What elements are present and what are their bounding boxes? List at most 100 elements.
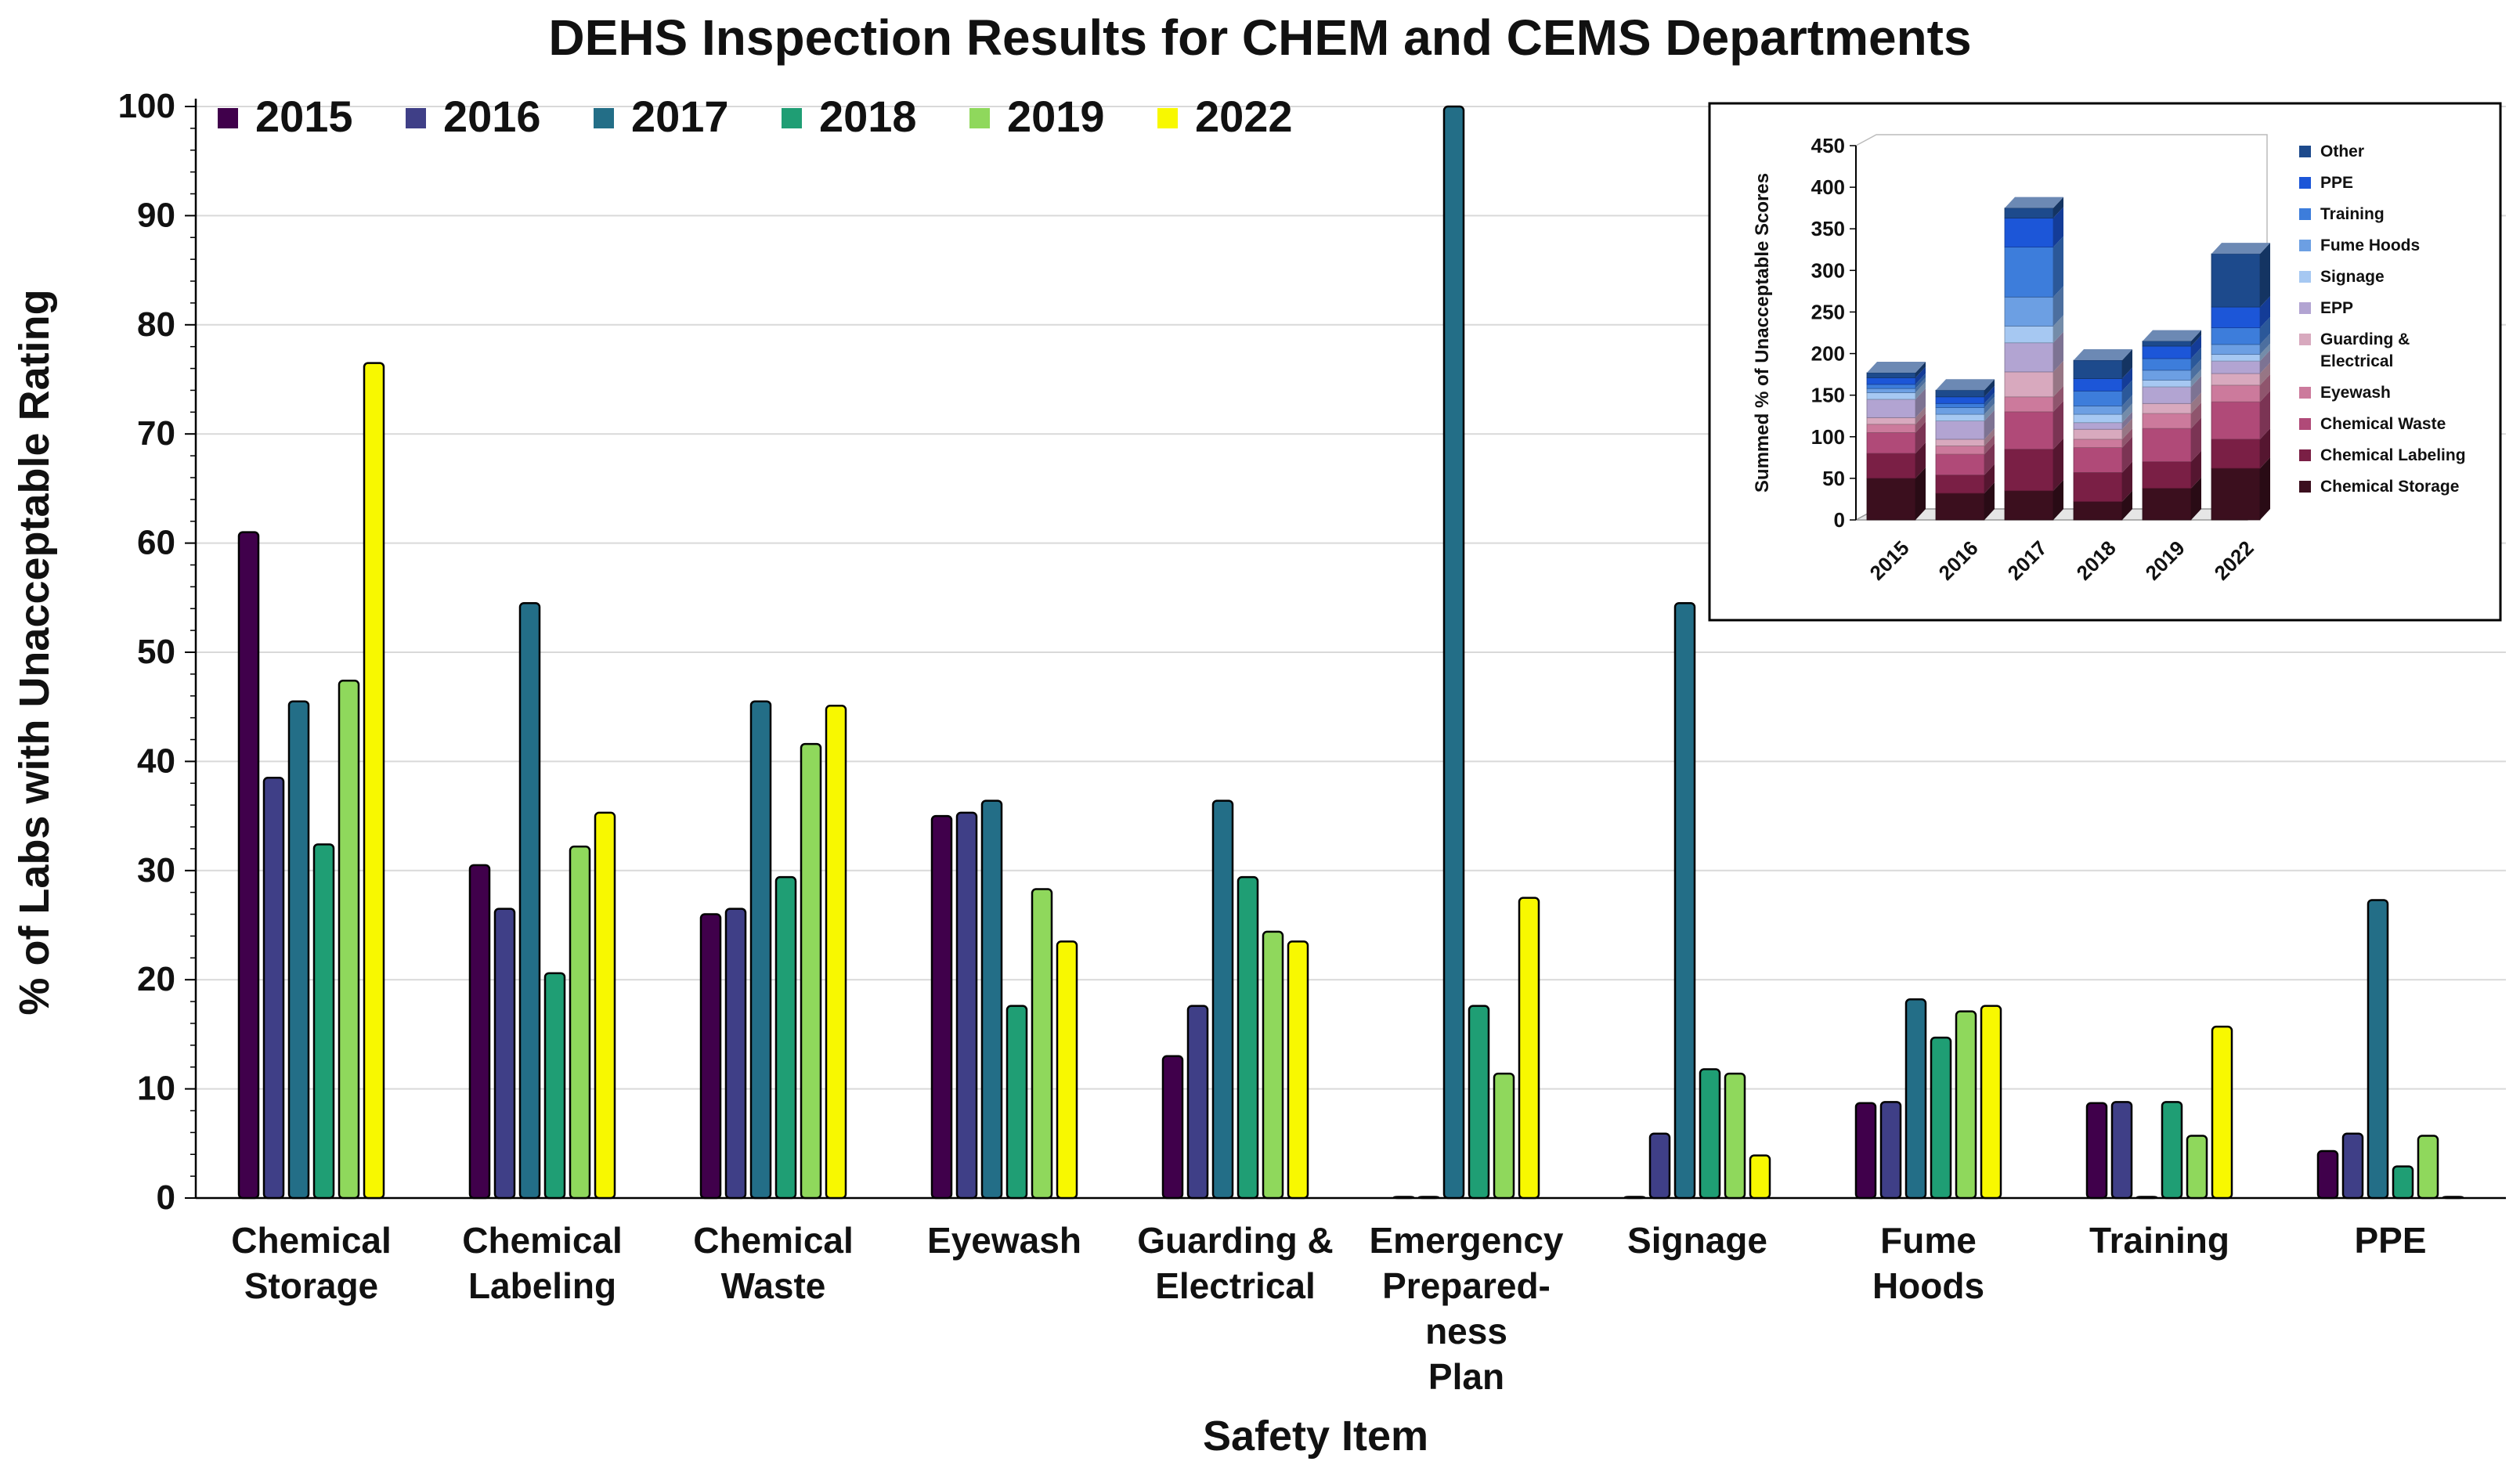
y-tick-label: 90	[137, 196, 175, 234]
inset-seg-2019-eyewash	[2142, 413, 2192, 429]
inset-legend-label-line: EPP	[2320, 299, 2353, 317]
inset-seg-2016-chemical-labeling	[1935, 475, 1985, 494]
inset-legend-label-line: PPE	[2320, 174, 2353, 192]
bar-2015-emergency-prepared-ness-plan	[1392, 1196, 1415, 1200]
inset-seg-2015-training-side	[1915, 373, 1926, 389]
bar-2022-fume-hoods	[1980, 1005, 2002, 1200]
bar-2017-eyewash	[980, 799, 1003, 1200]
inset-legend: Other PPE Training Fume Hoods Signage EPP Guar…	[2299, 143, 2466, 496]
inset-seg-2019-epp-side	[2191, 376, 2201, 404]
inset-seg-2022-chemical-labeling	[2211, 438, 2261, 469]
inset-seg-2017-training-side	[2053, 236, 2063, 298]
inset-seg-2016-ppe	[1935, 396, 1985, 404]
inset-seg-2016-ppe-side	[1984, 385, 1995, 404]
bar-2016-chemical-waste	[724, 908, 747, 1200]
inset-seg-2019-epp	[2142, 386, 2192, 404]
x-tick-label-line: Hoods	[1872, 1265, 1984, 1306]
bar-2015-training	[2085, 1102, 2108, 1200]
inset-legend-swatch	[2299, 177, 2311, 189]
x-tick-label-line: Eyewash	[927, 1220, 1081, 1261]
bar-2018-chemical-storage	[312, 843, 335, 1200]
inset-seg-2016-epp-side	[1984, 410, 1995, 439]
inset-seg-2022-other-top	[2211, 243, 2270, 254]
inset-seg-2017-epp	[2004, 342, 2054, 373]
x-tick-label: Training	[2089, 1220, 2229, 1261]
y-tick-label: 0	[157, 1178, 175, 1217]
bar-2018-fume-hoods	[1930, 1036, 1952, 1200]
inset-y-tick-label: 250	[1811, 300, 1845, 323]
inset-seg-2018-guarding-electrical	[2073, 428, 2123, 440]
bar-2019-guarding-electrical	[1262, 930, 1284, 1200]
bar-2019-ppe	[2417, 1135, 2439, 1200]
inset-legend-label-line: Guarding &	[2320, 330, 2410, 348]
inset-seg-2016-guarding-electrical	[1935, 438, 1985, 446]
inset-legend-label: Chemical Labeling	[2320, 446, 2466, 464]
inset-seg-2018-other-side	[2122, 349, 2132, 379]
inset-seg-2016-chemical-storage	[1935, 493, 1985, 521]
bar-2022-chemical-storage	[363, 362, 385, 1200]
main-bars	[237, 105, 2464, 1200]
inset-seg-2022-signage-side	[2260, 343, 2270, 362]
inset-seg-2022-chemical-storage-side	[2260, 457, 2270, 520]
bar-2016-signage	[1648, 1132, 1671, 1200]
bar-2015-fume-hoods	[1854, 1102, 1877, 1200]
inset-seg-2015-fume-hoods-side	[1915, 377, 1926, 393]
inset-seg-2015-epp	[1866, 399, 1916, 418]
inset-seg-2019-other	[2142, 341, 2192, 347]
bar-2018-chemical-waste	[774, 875, 797, 1200]
bar-2015-eyewash	[930, 814, 953, 1200]
x-tick-label: Fume Hoods	[1872, 1220, 1984, 1306]
bar-2015-guarding-electrical	[1161, 1055, 1184, 1200]
inset-seg-2017-other	[2004, 208, 2054, 218]
inset-seg-2016-epp	[1935, 420, 1985, 440]
inset-seg-2018-chemical-waste-side	[2122, 436, 2132, 473]
inset-legend-label: EPP	[2320, 299, 2353, 317]
inset-seg-2015-eyewash-side	[1915, 413, 1926, 433]
bar-2019-chemical-waste	[800, 742, 822, 1200]
inset-seg-2015-chemical-storage-side	[1915, 467, 1926, 520]
inset-seg-2018-chemical-storage	[2073, 501, 2123, 521]
bar-2018-signage	[1699, 1068, 1721, 1200]
inset-seg-2017-signage	[2004, 326, 2054, 344]
inset-legend-swatch	[2299, 271, 2311, 283]
inset-seg-2015-chemical-waste	[1866, 432, 1916, 454]
inset-seg-2017-signage-side	[2053, 315, 2063, 343]
bar-2019-signage	[1724, 1072, 1746, 1200]
x-tick-label: Chemical Waste	[693, 1220, 854, 1306]
inset-seg-2019-guarding-electrical	[2142, 402, 2192, 414]
inset-legend-swatch	[2299, 146, 2311, 157]
inset-legend-label: Guarding & Electrical	[2320, 330, 2410, 370]
inset-seg-2015-other-top	[1867, 361, 1926, 373]
legend-label-2022: 2022	[1195, 92, 1293, 141]
inset-seg-2022-training	[2211, 327, 2261, 345]
bar-2019-chemical-storage	[338, 679, 360, 1200]
inset-legend-label: Training	[2320, 205, 2385, 223]
inset-y-tick-label: 400	[1811, 175, 1845, 199]
bar-2015-chemical-storage	[237, 531, 260, 1200]
x-tick-label-line: Storage	[244, 1265, 378, 1306]
inset-seg-2018-other-top	[2074, 349, 2132, 361]
inset-legend-label: PPE	[2320, 174, 2353, 192]
inset-seg-2016-chemical-waste	[1935, 453, 1985, 476]
bar-2016-emergency-prepared-ness-plan	[1417, 1196, 1440, 1200]
inset-seg-2017-other-top	[2005, 197, 2063, 208]
inset-legend-label: Fume Hoods	[2320, 236, 2420, 254]
bar-2022-chemical-labeling	[594, 811, 616, 1200]
inset-legend-swatch	[2299, 334, 2311, 345]
y-tick-label: 20	[137, 960, 175, 998]
inset-seg-2017-chemical-waste	[2004, 411, 2054, 450]
inset-legend-label-line: Chemical Waste	[2320, 415, 2446, 433]
inset-seg-2018-eyewash	[2073, 438, 2123, 448]
inset-seg-2019-training	[2142, 358, 2192, 371]
inset-legend-swatch	[2299, 387, 2311, 399]
bar-2015-chemical-labeling	[468, 864, 491, 1200]
x-tick-label-line: Guarding &	[1137, 1220, 1333, 1261]
bar-2019-chemical-labeling	[569, 845, 591, 1200]
inset-legend-label: Chemical Storage	[2320, 478, 2459, 496]
inset-seg-2019-other-top	[2143, 330, 2201, 341]
inset-seg-2019-guarding-electrical-side	[2191, 392, 2201, 414]
inset-seg-2019-fume-hoods	[2142, 370, 2192, 381]
inset-seg-2017-eyewash	[2004, 396, 2054, 413]
x-tick-label: Emergency Prepared-ness Plan	[1369, 1220, 1563, 1397]
bar-2018-emergency-prepared-ness-plan	[1468, 1005, 1490, 1200]
